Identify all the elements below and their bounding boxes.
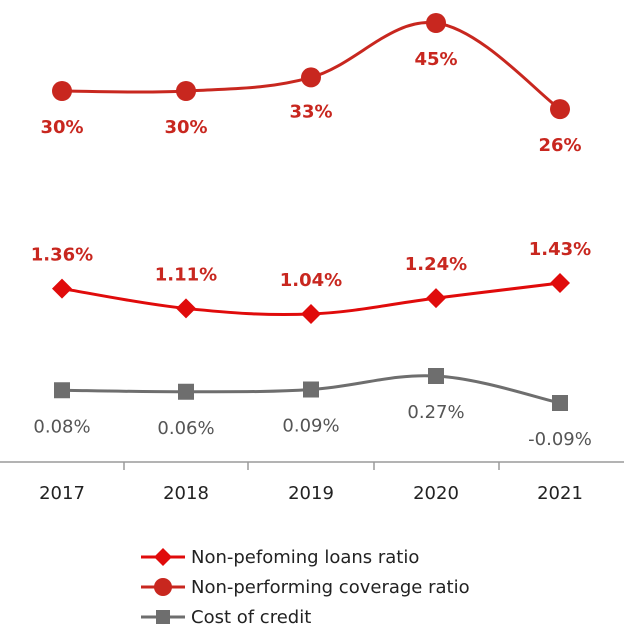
x-tick-label: 2019 xyxy=(288,483,334,504)
data-point-coverage-ratio xyxy=(52,81,72,101)
data-point-cost-of-credit xyxy=(178,383,194,400)
data-point-npl-ratio xyxy=(426,288,446,309)
series-line-coverage-ratio xyxy=(61,21,561,111)
data-label-coverage-ratio: 45% xyxy=(414,49,457,70)
data-label-npl-ratio: 1.11% xyxy=(155,264,217,285)
data-point-coverage-ratio xyxy=(176,81,196,101)
legend-item-coverage-ratio: Non-performing coverage ratio xyxy=(141,577,470,598)
data-point-cost-of-credit xyxy=(552,395,568,411)
data-point-coverage-ratio xyxy=(426,13,446,33)
legend-item-npl-ratio: Non-pefoming loans ratio xyxy=(141,547,419,568)
data-label-coverage-ratio: 33% xyxy=(289,101,332,122)
legend-label: Non-performing coverage ratio xyxy=(191,577,470,598)
data-label-npl-ratio: 1.43% xyxy=(529,239,591,260)
data-point-npl-ratio xyxy=(52,278,72,299)
legend: Non-pefoming loans ratio Non-performing … xyxy=(141,547,470,628)
x-tick-label: 2020 xyxy=(413,483,459,504)
data-point-cost-of-credit xyxy=(303,381,319,398)
data-label-coverage-ratio: 30% xyxy=(164,117,207,138)
data-point-coverage-ratio xyxy=(301,67,321,88)
data-label-cost-of-credit: 0.08% xyxy=(33,416,90,437)
data-label-npl-ratio: 1.04% xyxy=(280,270,342,291)
legend-circle-icon xyxy=(154,578,172,596)
data-label-cost-of-credit: 0.06% xyxy=(157,418,214,439)
data-point-npl-ratio xyxy=(550,273,570,293)
data-label-npl-ratio: 1.24% xyxy=(405,254,467,275)
legend-item-cost-of-credit: Cost of credit xyxy=(141,607,311,628)
x-tick-label: 2021 xyxy=(537,483,583,504)
data-point-cost-of-credit xyxy=(428,368,444,384)
data-point-cost-of-credit xyxy=(54,382,70,399)
legend-label: Non-pefoming loans ratio xyxy=(191,547,419,568)
legend-label: Cost of credit xyxy=(191,607,311,628)
series-layer: 1.36% 1.11% 1.04% 1.24% 1.43% 30% 30% 33% 45% 26%… xyxy=(31,13,592,450)
data-point-npl-ratio xyxy=(301,304,321,324)
data-label-cost-of-credit: 0.27% xyxy=(407,402,464,423)
data-label-coverage-ratio: 26% xyxy=(538,135,581,156)
data-label-npl-ratio: 1.36% xyxy=(31,245,93,266)
data-label-coverage-ratio: 30% xyxy=(40,117,83,138)
data-point-npl-ratio xyxy=(176,298,196,319)
legend-square-icon xyxy=(156,610,170,624)
data-label-cost-of-credit: 0.09% xyxy=(282,416,339,437)
x-tick-label: 2017 xyxy=(39,483,85,504)
data-label-cost-of-credit: -0.09% xyxy=(528,429,592,450)
data-point-coverage-ratio xyxy=(550,99,570,120)
legend-diamond-icon xyxy=(154,548,172,566)
x-tick-label: 2018 xyxy=(163,483,209,504)
